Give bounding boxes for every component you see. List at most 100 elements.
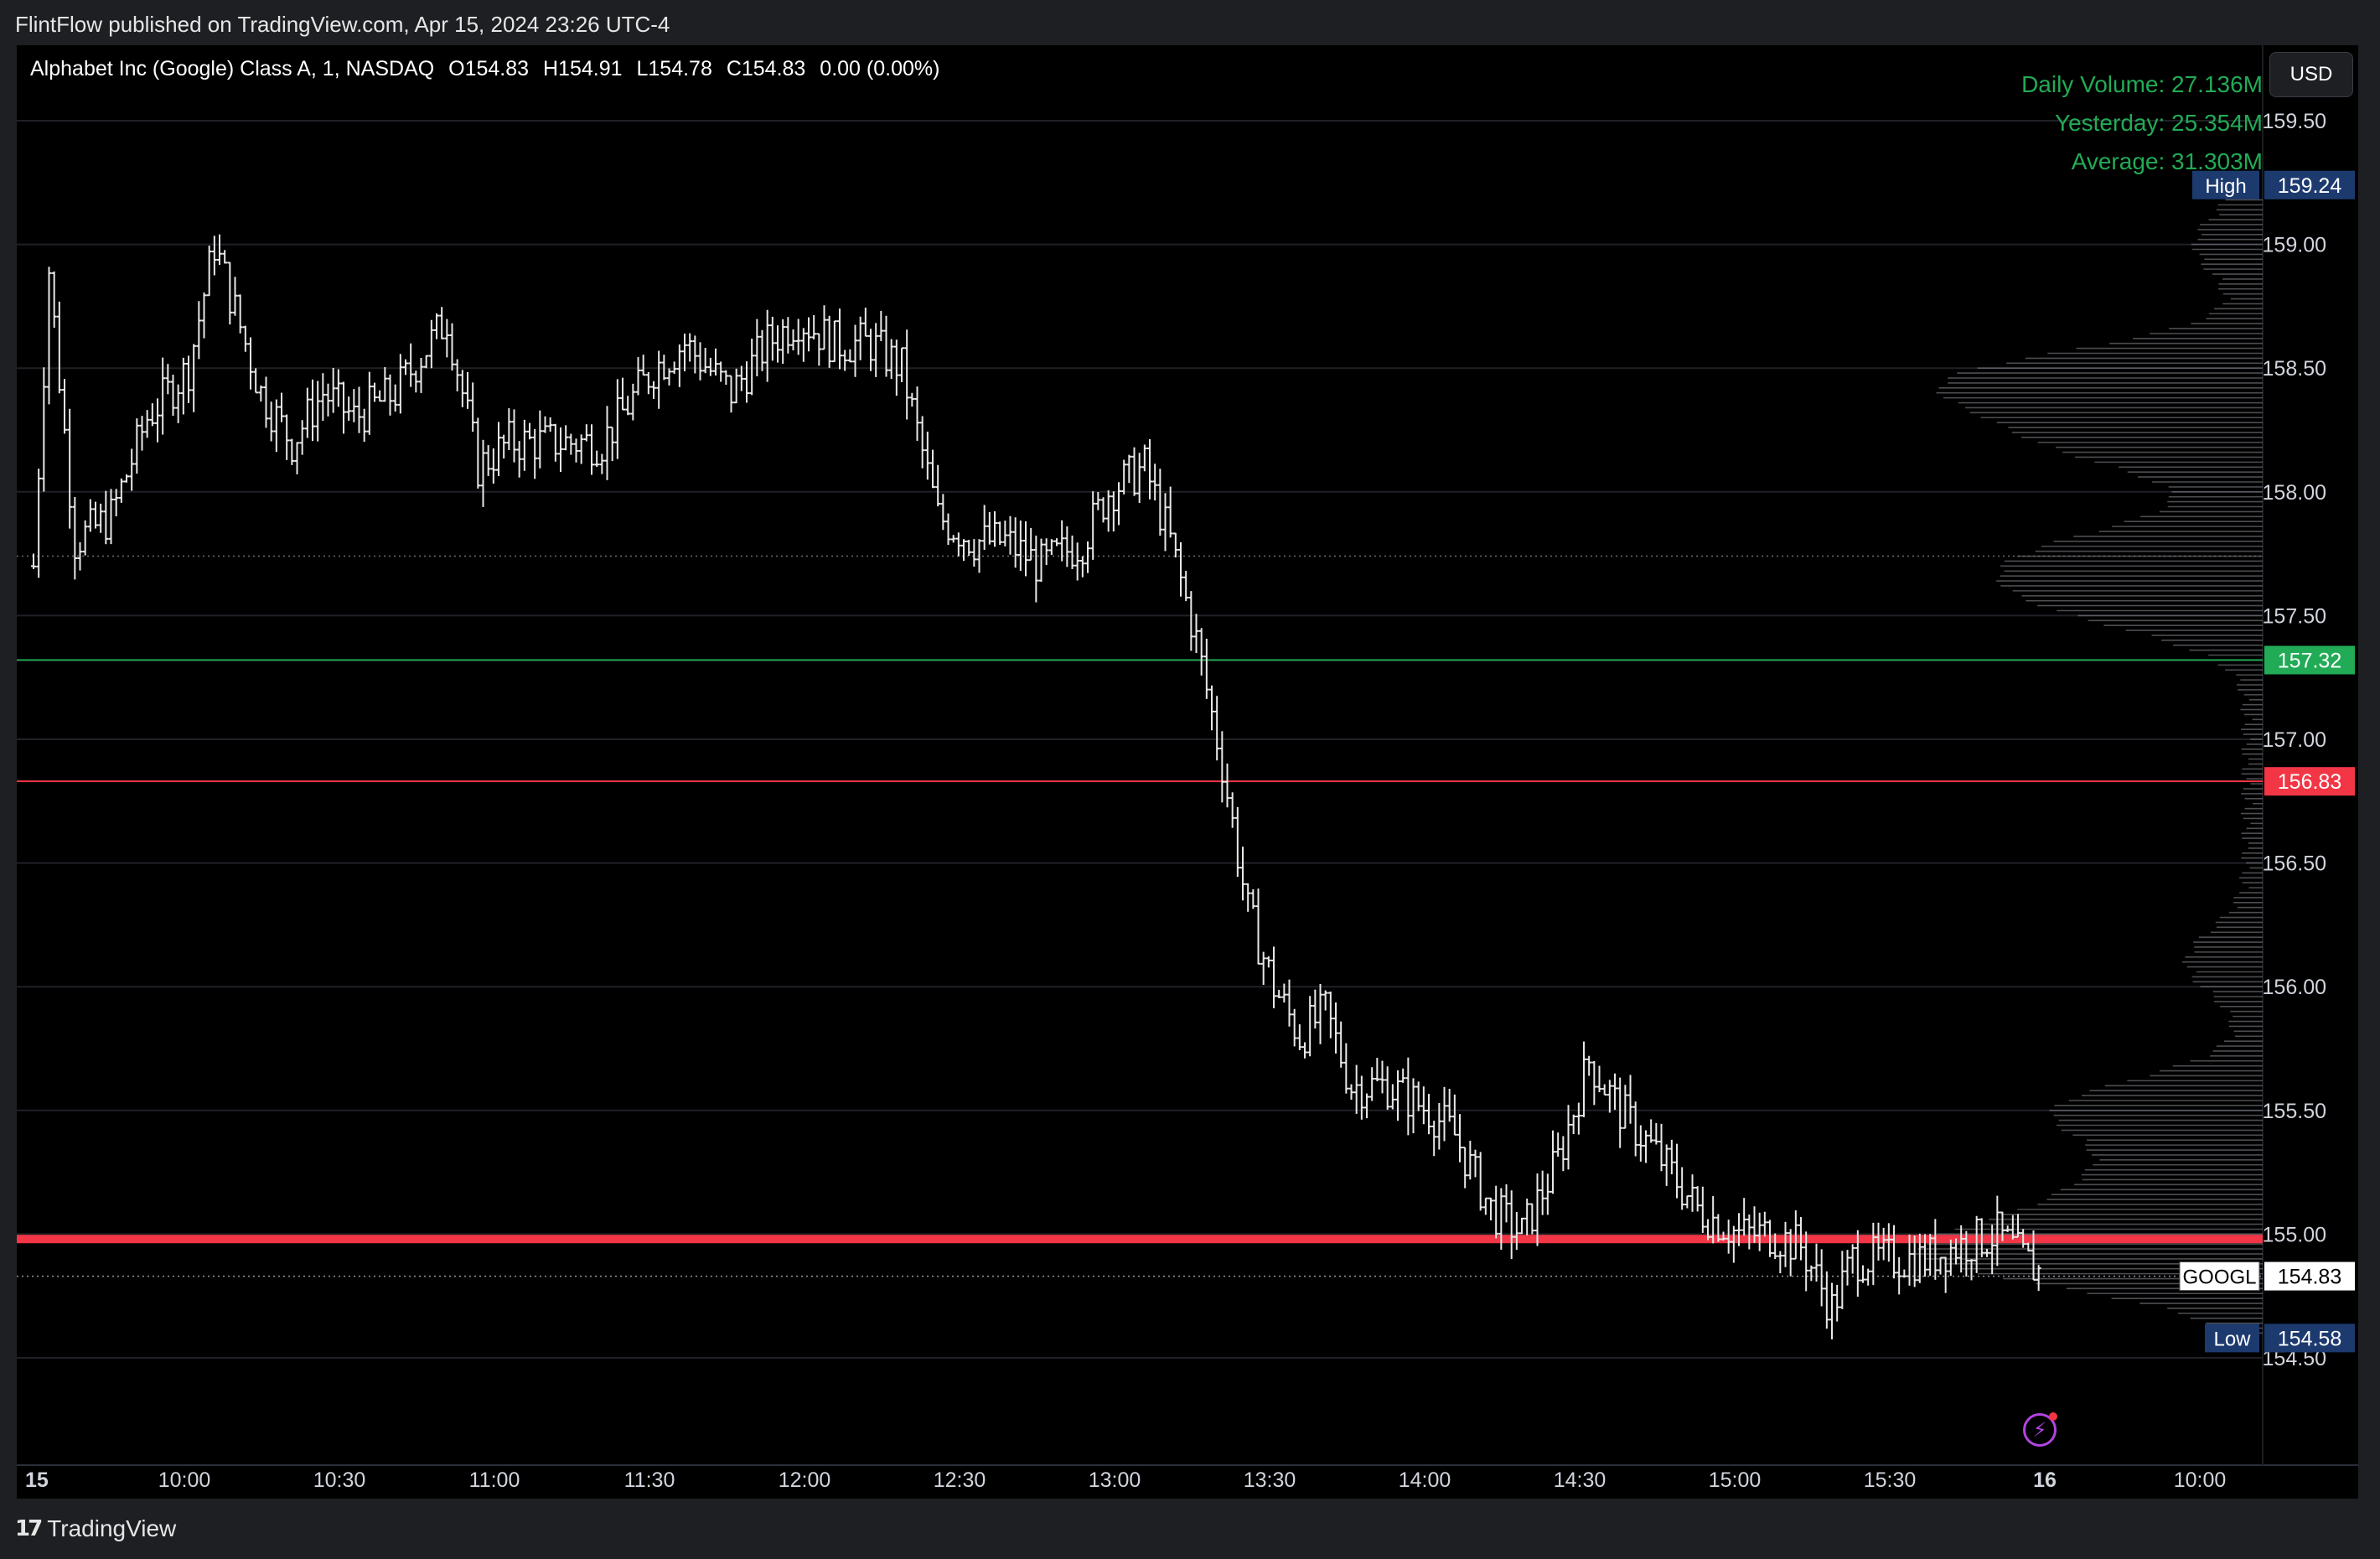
ohlc-bar bbox=[227, 262, 233, 325]
tradingview-logo[interactable]: 17 TradingView bbox=[15, 1514, 176, 1544]
price-badge-Low bbox=[2264, 1323, 2355, 1353]
currency-button[interactable]: USD bbox=[2269, 52, 2353, 97]
ohlc-bar bbox=[1813, 1243, 1819, 1282]
ohlc-bar bbox=[1855, 1230, 1860, 1297]
ohlc-close: C154.83 bbox=[726, 57, 806, 80]
ohlc-bar bbox=[614, 379, 620, 459]
ohlc-bar bbox=[366, 371, 372, 435]
ohlc-bar bbox=[1901, 1269, 1907, 1278]
ohlc-bar bbox=[795, 319, 801, 355]
ohlc-bar bbox=[222, 250, 228, 264]
ohlc-bar bbox=[1157, 469, 1163, 536]
yesterday-volume: Yesterday: 25.354M bbox=[2054, 110, 2263, 136]
ohlc-bar bbox=[1348, 1084, 1354, 1101]
ohlc-bar bbox=[434, 313, 439, 339]
ohlc-bar bbox=[1420, 1086, 1426, 1125]
ohlc-bar bbox=[873, 323, 879, 377]
ohlc-bar bbox=[878, 310, 884, 341]
ohlc-bar bbox=[413, 370, 419, 393]
ohlc-bar bbox=[2031, 1230, 2036, 1281]
x-tick-label: 11:30 bbox=[624, 1468, 675, 1492]
ohlc-bar bbox=[769, 316, 775, 361]
ohlc-bar bbox=[397, 354, 403, 414]
ohlc-bar bbox=[454, 359, 460, 391]
ohlc-bar bbox=[1426, 1094, 1431, 1135]
price-badge-red bbox=[2264, 767, 2355, 796]
ohlc-bar bbox=[1544, 1173, 1550, 1215]
ohlc-bar bbox=[1989, 1225, 1995, 1275]
ohlc-bar bbox=[1131, 447, 1137, 496]
ohlc-bar bbox=[728, 375, 734, 413]
ohlc-bar bbox=[1643, 1130, 1648, 1163]
ohlc-low: L154.78 bbox=[636, 57, 712, 80]
ohlc-bar bbox=[346, 396, 352, 421]
x-tick-label: 15:30 bbox=[1864, 1468, 1917, 1492]
ohlc-bar bbox=[1209, 685, 1214, 731]
ohlc-bar bbox=[1028, 527, 1034, 562]
ohlc-bar bbox=[1482, 1197, 1488, 1215]
ohlc-bar bbox=[651, 381, 656, 399]
ohlc-bar bbox=[1488, 1197, 1493, 1220]
ohlc-bar bbox=[671, 361, 677, 375]
chart-frame[interactable]: 159.50 159.00 158.50 158.00 157.50 157.00 156.… bbox=[17, 45, 2358, 1499]
ohlc-bar bbox=[2010, 1215, 2015, 1240]
x-tick-label: 10:00 bbox=[2174, 1468, 2227, 1492]
ohlc-bar bbox=[170, 374, 176, 417]
y-tick-label: 156.00 bbox=[2263, 976, 2326, 999]
ohlc-bar bbox=[1731, 1225, 1736, 1263]
ohlc-bar bbox=[186, 355, 191, 403]
ohlc-bar bbox=[490, 448, 496, 484]
ohlc-bar bbox=[465, 371, 470, 409]
ohlc-bar bbox=[1653, 1122, 1659, 1145]
tradingview-logo-icon: 17 bbox=[15, 1516, 43, 1541]
ohlc-bar bbox=[940, 494, 946, 531]
ohlc-bar bbox=[258, 385, 264, 402]
ohlc-bar bbox=[144, 410, 150, 438]
ohlc-bar bbox=[1591, 1060, 1597, 1106]
time-axis[interactable] bbox=[17, 1465, 2358, 1499]
ohlc-bar bbox=[1364, 1093, 1369, 1119]
ohlc-bar bbox=[521, 419, 527, 471]
ohlc-bar bbox=[1803, 1231, 1809, 1292]
ohlc-bar bbox=[1829, 1282, 1834, 1339]
ohlc-bar bbox=[87, 499, 93, 532]
ohlc-bar bbox=[1379, 1060, 1385, 1094]
ohlc-bar bbox=[971, 539, 977, 567]
ohlc-bar bbox=[289, 438, 295, 465]
x-tick-label: 11:00 bbox=[469, 1468, 520, 1492]
ohlc-bar bbox=[547, 417, 553, 432]
y-tick-label: 156.50 bbox=[2263, 852, 2326, 876]
ohlc-bar bbox=[826, 315, 832, 368]
ohlc-bar bbox=[1136, 453, 1142, 504]
price-chart[interactable]: 159.50 159.00 158.50 158.00 157.50 157.00 156.… bbox=[17, 45, 2358, 1499]
ohlc-bar bbox=[475, 417, 481, 489]
ohlc-bar bbox=[1085, 541, 1090, 573]
ohlc-bar bbox=[749, 338, 755, 396]
ohlc-bar bbox=[506, 408, 512, 451]
ohlc-bar bbox=[1312, 989, 1318, 1029]
ohlc-bar bbox=[1059, 520, 1065, 562]
badge-label: GOOGL bbox=[2182, 1266, 2256, 1289]
ohlc-bar bbox=[423, 355, 429, 369]
ohlc-bar bbox=[986, 511, 992, 545]
ohlc-bar bbox=[263, 376, 269, 428]
ohlc-bar bbox=[831, 320, 837, 363]
ohlc-bar bbox=[2026, 1242, 2031, 1252]
ohlc-bar bbox=[1782, 1221, 1788, 1267]
ohlc-bar bbox=[661, 355, 667, 381]
ohlc-bar bbox=[294, 442, 300, 474]
ohlc-bar bbox=[883, 315, 889, 377]
ohlc-bar bbox=[1710, 1195, 1716, 1244]
ohlc-bar bbox=[1395, 1070, 1400, 1121]
ohlc-bar bbox=[1798, 1216, 1803, 1261]
ohlc-bar bbox=[966, 540, 972, 557]
price-badge-label: 159.24 bbox=[2278, 174, 2342, 198]
daily-volume: Daily Volume: 27.136M bbox=[2021, 71, 2263, 97]
volume-info: Daily Volume: 27.136M Yesterday: 25.354M… bbox=[2021, 65, 2263, 181]
ohlc-bar bbox=[1679, 1167, 1685, 1210]
ohlc-bar bbox=[1860, 1265, 1865, 1283]
ohlc-bar bbox=[666, 368, 672, 386]
ohlc-bar bbox=[1436, 1103, 1442, 1150]
ohlc-bar bbox=[325, 383, 331, 417]
flash-icon[interactable]: ⚡ bbox=[2023, 1412, 2057, 1447]
